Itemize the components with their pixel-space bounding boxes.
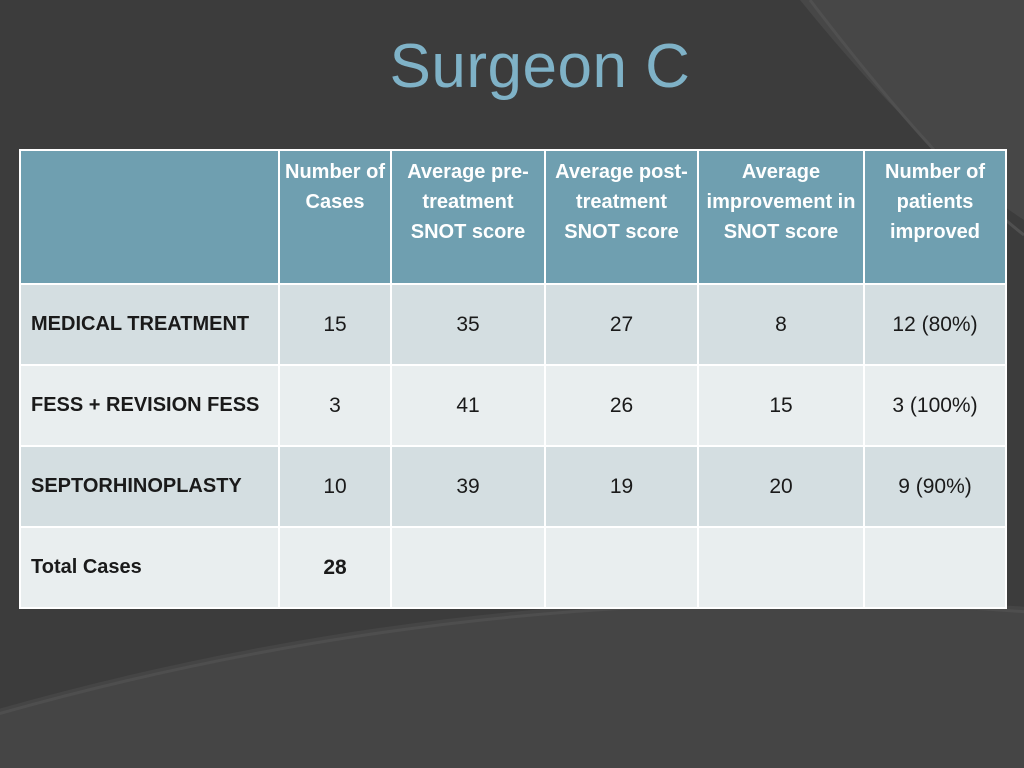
- table-row: SEPTORHINOPLASTY 10 39 19 20 9 (90%): [19, 445, 1007, 528]
- row-label: MEDICAL TREATMENT: [19, 283, 280, 366]
- cell-post: 27: [544, 283, 699, 366]
- table-row: FESS + REVISION FESS 3 41 26 15 3 (100%): [19, 364, 1007, 447]
- cell-cases: 15: [278, 283, 392, 366]
- cell-post: 26: [544, 364, 699, 447]
- cell-pre: [390, 526, 546, 609]
- cell-improved: [863, 526, 1007, 609]
- header-patients-improved: Number of patients improved: [863, 149, 1007, 285]
- header-number-of-cases: Number of Cases: [278, 149, 392, 285]
- cell-improvement: [697, 526, 865, 609]
- cell-post: [544, 526, 699, 609]
- header-improvement-snot: Average improvement in SNOT score: [697, 149, 865, 285]
- cell-pre: 41: [390, 364, 546, 447]
- header-pre-treatment-snot: Average pre-treatment SNOT score: [390, 149, 546, 285]
- cell-pre: 35: [390, 283, 546, 366]
- table-header-row: Number of Cases Average pre-treatment SN…: [19, 149, 1007, 285]
- cell-improved: 12 (80%): [863, 283, 1007, 366]
- cell-improvement: 8: [697, 283, 865, 366]
- results-table: Number of Cases Average pre-treatment SN…: [19, 149, 1007, 609]
- table-row: Total Cases 28: [19, 526, 1007, 609]
- cell-improvement: 15: [697, 364, 865, 447]
- cell-post: 19: [544, 445, 699, 528]
- row-label: Total Cases: [19, 526, 280, 609]
- row-label: SEPTORHINOPLASTY: [19, 445, 280, 528]
- row-label: FESS + REVISION FESS: [19, 364, 280, 447]
- cell-pre: 39: [390, 445, 546, 528]
- header-post-treatment-snot: Average post-treatment SNOT score: [544, 149, 699, 285]
- table-row: MEDICAL TREATMENT 15 35 27 8 12 (80%): [19, 283, 1007, 366]
- cell-cases: 10: [278, 445, 392, 528]
- cell-improved: 3 (100%): [863, 364, 1007, 447]
- cell-improved: 9 (90%): [863, 445, 1007, 528]
- cell-improvement: 20: [697, 445, 865, 528]
- slide-title: Surgeon C: [389, 32, 691, 101]
- cell-cases: 28: [278, 526, 392, 609]
- header-blank: [19, 149, 280, 285]
- cell-cases: 3: [278, 364, 392, 447]
